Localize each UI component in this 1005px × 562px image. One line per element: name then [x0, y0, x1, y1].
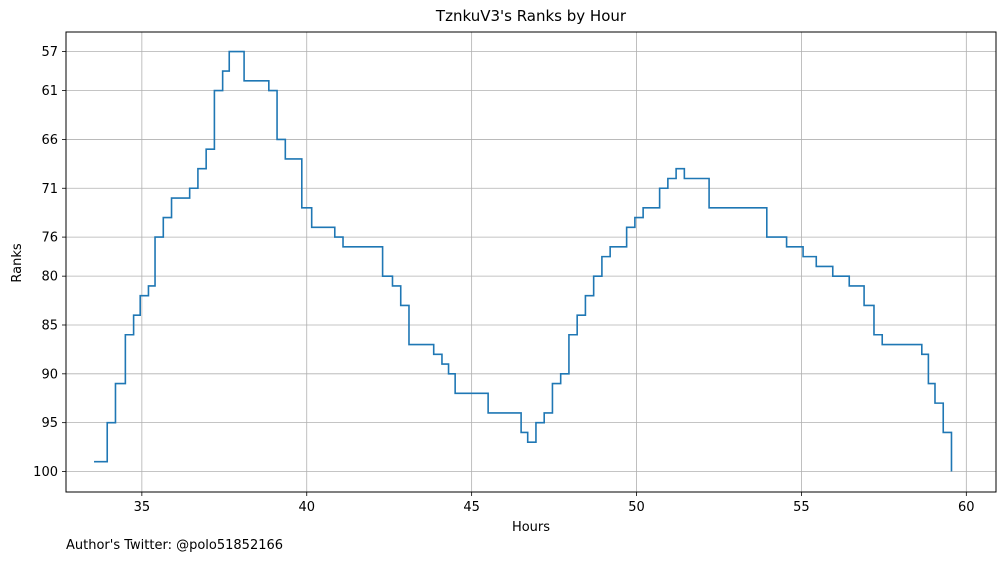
x-tick-label: 40 — [298, 500, 315, 515]
y-tick-label: 80 — [41, 270, 58, 285]
y-tick-label: 57 — [41, 45, 58, 60]
y-tick-label: 71 — [41, 182, 58, 197]
series-line-0 — [94, 50, 953, 472]
y-axis-label: Ranks — [10, 243, 25, 282]
y-tick-label: 76 — [41, 231, 58, 246]
chart-title: TznkuV3's Ranks by Hour — [435, 7, 627, 25]
grid — [66, 32, 996, 492]
series-layer — [94, 50, 953, 472]
y-tick-label: 100 — [33, 465, 58, 480]
x-tick-label: 50 — [628, 500, 645, 515]
y-tick-label: 85 — [41, 318, 58, 333]
author-credit: Author's Twitter: @polo51852166 — [66, 538, 284, 553]
y-tick-label: 66 — [41, 133, 58, 148]
x-ticks: 35 40 45 50 55 60 — [134, 492, 975, 515]
x-axis-label: Hours — [512, 520, 550, 535]
x-tick-label: 55 — [793, 500, 810, 515]
y-ticks: 57 61 66 71 76 80 85 90 95 100 — [33, 45, 66, 480]
y-tick-label: 95 — [41, 416, 58, 431]
x-tick-label: 35 — [134, 500, 151, 515]
y-tick-label: 61 — [41, 84, 58, 99]
x-tick-label: 45 — [463, 500, 480, 515]
y-tick-label: 90 — [41, 367, 58, 382]
x-tick-label: 60 — [958, 500, 975, 515]
axes-frame — [65, 31, 997, 493]
